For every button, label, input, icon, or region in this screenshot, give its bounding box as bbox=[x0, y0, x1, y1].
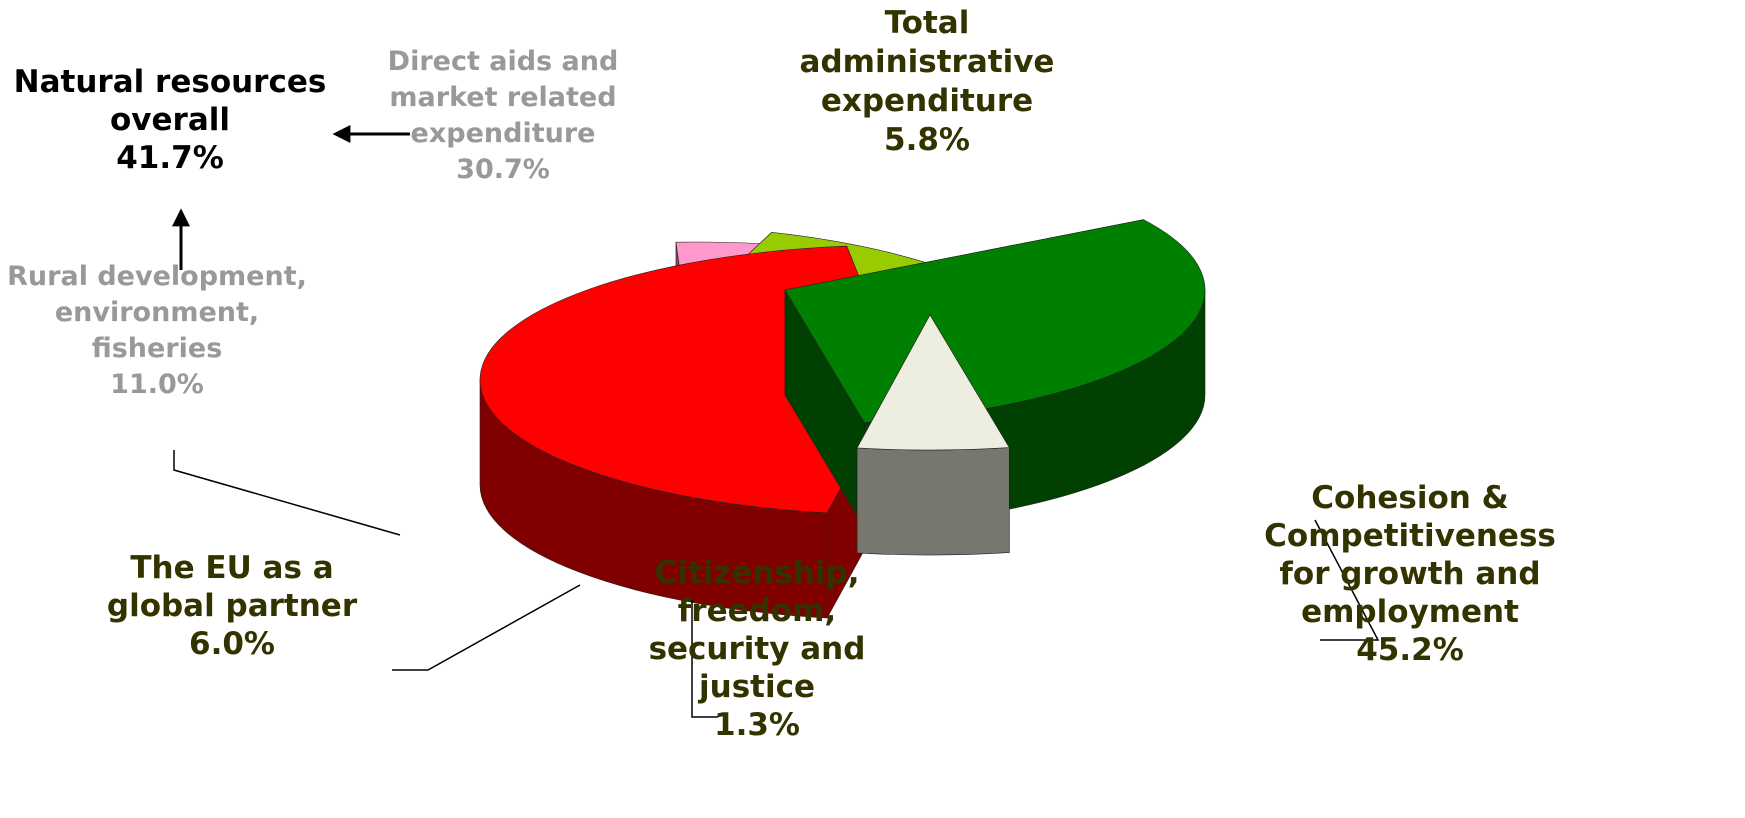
slice-labels: Cohesion & Competitiveness for growth and e… bbox=[7, 5, 1556, 743]
slice-label-the-eu-as-a-global-partner: The EU as a global partner 6.0% bbox=[107, 550, 358, 662]
leader-citizenship bbox=[691, 600, 718, 718]
slice-label-total-administrative-expenditure: Total administrative expenditure 5.8% bbox=[800, 5, 1055, 158]
slice-label-cohesion-competitiveness-for-growth-and-employment: Cohesion & Competitiveness for growth and e… bbox=[1264, 480, 1556, 668]
group-annotation-natural-resources: Natural resources overall 41.7% bbox=[14, 64, 327, 176]
pie-slice-total-administrative-expenditure bbox=[856, 313, 1010, 556]
slice-top bbox=[856, 314, 1010, 451]
pie-slices bbox=[479, 219, 1206, 619]
slice-label-direct-aids-and-market-related-expenditure: Direct aids and market related expenditure… bbox=[388, 46, 619, 185]
slice-label-rural-development-environment-fisheries: Rural development, environment, fisheries 1… bbox=[7, 261, 307, 400]
leader-eu-global-partner bbox=[392, 584, 581, 671]
slice-label-citizenship-freedom-security-and-justice: Citizenship, freedom, security and justice 1… bbox=[649, 555, 866, 743]
leader-cohesion bbox=[1314, 519, 1380, 641]
leader-rural-development bbox=[173, 450, 401, 536]
slice-outer-wall bbox=[856, 447, 1010, 556]
leader-lines bbox=[172, 125, 1380, 718]
